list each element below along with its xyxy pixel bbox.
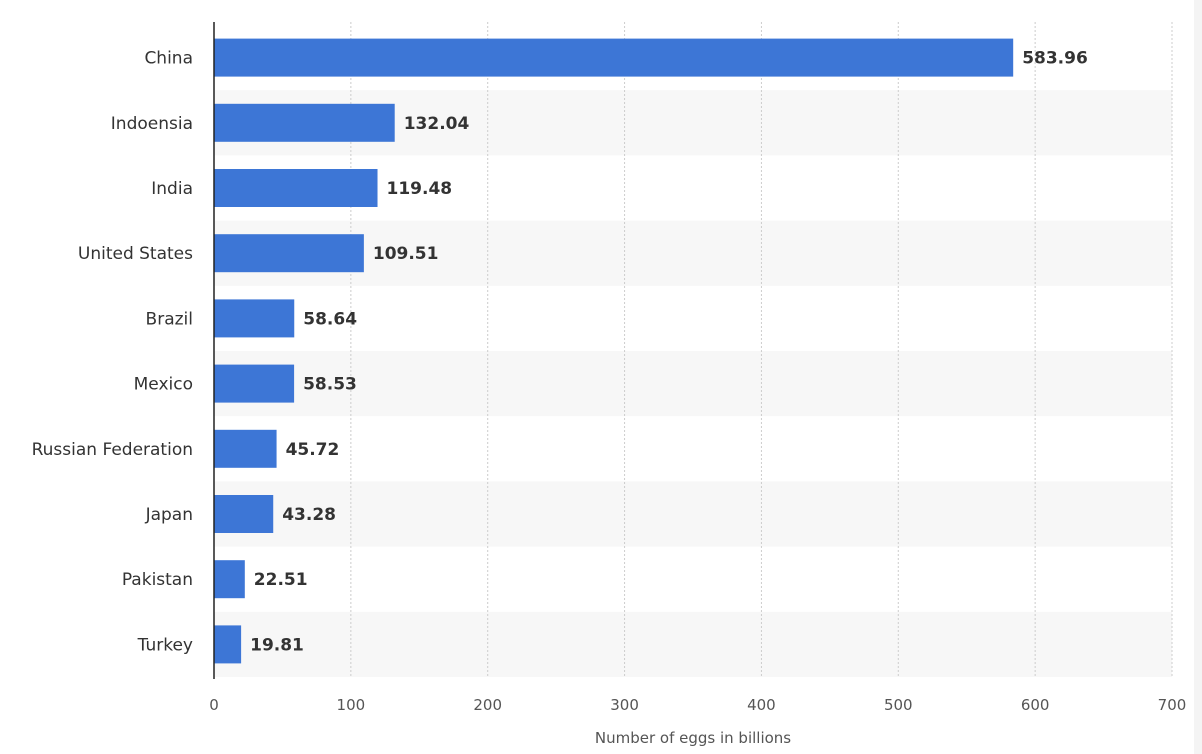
value-label: 22.51 xyxy=(254,570,308,590)
category-label: Mexico xyxy=(134,375,193,395)
value-label: 583.96 xyxy=(1022,49,1088,69)
value-labels: 583.96 132.04 119.48 109.51 58.64 58.53 45.72 4… xyxy=(250,49,1088,656)
row-bands xyxy=(214,90,1172,677)
bar xyxy=(214,234,364,273)
x-axis-title: Number of eggs in billions xyxy=(595,729,791,747)
x-tick-label: 100 xyxy=(337,696,366,714)
value-label: 58.53 xyxy=(303,375,357,395)
category-label: India xyxy=(151,179,193,199)
row-band xyxy=(214,220,1172,286)
value-label: 109.51 xyxy=(373,244,439,264)
value-label: 119.48 xyxy=(387,179,453,199)
bar xyxy=(214,364,295,403)
gridlines xyxy=(350,22,1173,677)
bar xyxy=(214,625,242,664)
category-label: Turkey xyxy=(137,635,193,655)
x-tick-label: 600 xyxy=(1021,696,1050,714)
category-label: Japan xyxy=(145,505,193,525)
value-label: 19.81 xyxy=(250,635,304,655)
category-label: United States xyxy=(78,244,193,264)
bar xyxy=(214,299,295,338)
x-tick-label: 400 xyxy=(747,696,776,714)
bars xyxy=(214,38,1014,664)
bar xyxy=(214,103,395,142)
bar xyxy=(214,560,245,599)
value-label: 43.28 xyxy=(282,505,336,525)
category-label: Indoensia xyxy=(111,114,193,134)
x-tick-label: 200 xyxy=(473,696,502,714)
x-tick-label: 500 xyxy=(884,696,913,714)
bar xyxy=(214,495,274,533)
bar xyxy=(214,169,378,207)
bar xyxy=(214,38,1014,77)
x-tick-label: 0 xyxy=(209,696,219,714)
value-label: 132.04 xyxy=(404,114,470,134)
category-label: Pakistan xyxy=(122,570,193,590)
x-tick-label: 700 xyxy=(1158,696,1187,714)
value-label: 58.64 xyxy=(303,309,357,329)
bar xyxy=(214,429,277,468)
row-band xyxy=(214,611,1172,677)
row-band xyxy=(214,351,1172,417)
category-label: Russian Federation xyxy=(32,440,193,460)
right-edge-strip xyxy=(1194,0,1202,754)
x-tick-labels: 0 100 200 300 400 500 600 700 xyxy=(209,696,1186,714)
category-labels: China Indoensia India United States Brazil Me… xyxy=(32,49,194,656)
x-tick-label: 300 xyxy=(610,696,639,714)
value-label: 45.72 xyxy=(286,440,340,460)
category-label: Brazil xyxy=(146,309,193,329)
row-band xyxy=(214,481,1172,547)
category-label: China xyxy=(144,49,193,69)
